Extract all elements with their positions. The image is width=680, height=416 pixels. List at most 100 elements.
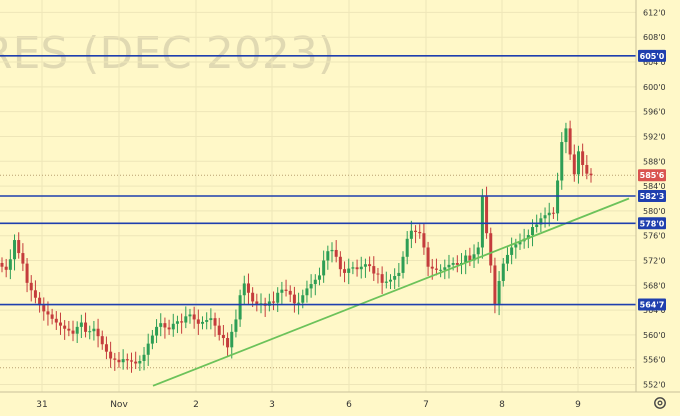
candle-body bbox=[88, 331, 92, 333]
candle-body bbox=[493, 265, 497, 304]
gear-icon[interactable] bbox=[654, 397, 666, 409]
candle-body bbox=[272, 301, 276, 303]
candle-body bbox=[447, 264, 451, 268]
candle-body bbox=[221, 334, 225, 339]
candle-body bbox=[121, 359, 125, 363]
level-tag-label: 578'0 bbox=[640, 219, 665, 228]
y-tick-label: 612'0 bbox=[643, 8, 666, 17]
y-tick-label: 608'0 bbox=[643, 33, 666, 42]
candle-body bbox=[234, 319, 238, 332]
candle-body bbox=[100, 336, 104, 345]
candle-body bbox=[526, 235, 530, 239]
candle-body bbox=[405, 238, 409, 257]
candle-body bbox=[326, 251, 330, 261]
candle-body bbox=[4, 266, 8, 270]
candle-body bbox=[46, 311, 50, 315]
candle-body bbox=[242, 283, 246, 296]
candle-body bbox=[401, 256, 405, 273]
candle-body bbox=[426, 247, 430, 267]
candle-body bbox=[334, 249, 338, 257]
candle-body bbox=[468, 255, 472, 261]
candle-body bbox=[276, 292, 280, 303]
candles bbox=[0, 120, 593, 373]
y-tick-label: 556'0 bbox=[643, 356, 666, 365]
candle-body bbox=[368, 264, 372, 267]
y-tick-label: 572'0 bbox=[643, 257, 666, 266]
candle-body bbox=[184, 316, 188, 323]
level-tag bbox=[638, 298, 666, 311]
price-axis[interactable]: 552'0 556'0 560'0 564'0 568'0 572'0 576'0 580'0… bbox=[643, 8, 666, 389]
level-tag bbox=[638, 190, 666, 202]
candle-body bbox=[0, 262, 4, 267]
candle-body bbox=[50, 314, 54, 319]
candle-body bbox=[322, 260, 326, 276]
candle-body bbox=[422, 233, 426, 248]
candle-body bbox=[188, 314, 192, 317]
y-tick-label: 588'0 bbox=[643, 157, 666, 166]
x-tick-label: 3 bbox=[269, 400, 275, 410]
candle-body bbox=[75, 326, 79, 334]
candle-body bbox=[150, 335, 154, 344]
candle-body bbox=[167, 327, 171, 330]
candle-body bbox=[301, 295, 305, 303]
candle-body bbox=[439, 269, 443, 271]
dotted-levels bbox=[0, 174, 636, 369]
candle-body bbox=[501, 263, 505, 281]
candle-body bbox=[556, 180, 560, 214]
candle-body bbox=[171, 323, 175, 330]
candle-body bbox=[146, 343, 150, 355]
candle-body bbox=[288, 290, 292, 295]
candle-body bbox=[96, 328, 100, 337]
x-tick-label: 7 bbox=[423, 400, 429, 410]
level-tag-label: 605'0 bbox=[640, 52, 665, 61]
x-tick-label: 9 bbox=[575, 400, 581, 410]
candle-body bbox=[159, 323, 163, 327]
candle-body bbox=[343, 269, 347, 273]
candle-body bbox=[8, 259, 12, 270]
candle-body bbox=[142, 354, 146, 361]
candle-body bbox=[71, 330, 75, 334]
candle-body bbox=[180, 321, 184, 323]
candle-body bbox=[455, 262, 459, 265]
candle-body bbox=[255, 301, 259, 304]
candle-body bbox=[564, 128, 568, 143]
x-tick-label: 2 bbox=[193, 400, 199, 410]
candle-body bbox=[409, 230, 413, 239]
candle-body bbox=[451, 262, 455, 265]
candle-body bbox=[58, 322, 62, 326]
candle-body bbox=[443, 267, 447, 270]
candle-body bbox=[589, 173, 593, 176]
y-tick-label: 604'0 bbox=[643, 58, 666, 67]
candle-body bbox=[505, 254, 509, 264]
candle-body bbox=[209, 318, 213, 321]
y-tick-label: 580'0 bbox=[643, 207, 666, 216]
candle-body bbox=[297, 302, 301, 304]
candle-body bbox=[510, 247, 514, 255]
candle-body bbox=[226, 338, 230, 348]
candle-body bbox=[313, 279, 317, 285]
candle-body bbox=[489, 233, 493, 266]
candle-body bbox=[109, 351, 113, 359]
candle-body bbox=[514, 244, 518, 248]
candle-body bbox=[551, 212, 555, 214]
candle-body bbox=[292, 294, 296, 304]
candle-body bbox=[213, 318, 217, 326]
candle-body bbox=[397, 272, 401, 277]
y-tick-label: 564'0 bbox=[643, 306, 666, 315]
candle-body bbox=[535, 224, 539, 228]
candle-body bbox=[543, 215, 547, 219]
candle-body bbox=[581, 151, 585, 165]
candle-body bbox=[317, 275, 321, 280]
candle-body bbox=[430, 266, 434, 269]
candle-body bbox=[238, 295, 242, 320]
candle-body bbox=[251, 292, 255, 302]
y-tick-label: 560'0 bbox=[643, 331, 666, 340]
candle-body bbox=[347, 268, 351, 273]
time-axis[interactable]: 31 Nov 2 3 6 7 8 9 bbox=[36, 400, 581, 410]
candle-body bbox=[21, 253, 25, 264]
candle-body bbox=[284, 289, 288, 291]
candle-body bbox=[464, 255, 468, 263]
y-tick-label: 552'0 bbox=[643, 381, 666, 390]
candle-body bbox=[17, 240, 21, 254]
y-tick-label: 568'0 bbox=[643, 281, 666, 290]
